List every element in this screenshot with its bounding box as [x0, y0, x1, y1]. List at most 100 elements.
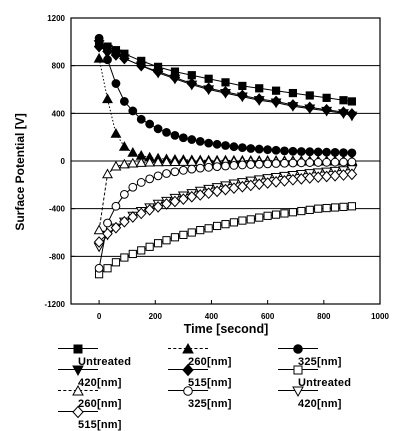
data-point	[229, 142, 239, 152]
data-point	[177, 156, 189, 166]
data-point	[305, 205, 314, 214]
data-point	[182, 363, 194, 377]
data-point	[287, 173, 299, 186]
y-tick-label: -400	[49, 205, 66, 214]
legend-marker	[73, 344, 83, 354]
legend-marker	[72, 384, 84, 396]
data-point	[110, 127, 122, 138]
data-point	[136, 114, 146, 124]
data-point	[322, 157, 332, 167]
data-point	[169, 156, 181, 167]
data-point	[102, 45, 113, 58]
data-point	[187, 228, 196, 237]
data-point	[339, 96, 348, 105]
data-point	[187, 135, 197, 144]
data-point	[137, 246, 146, 255]
data-point	[161, 156, 172, 167]
data-point	[93, 40, 105, 53]
data-point	[237, 143, 247, 153]
x-tick-label: 0	[97, 312, 102, 321]
x-tick-label: 200	[149, 312, 163, 321]
y-axis-label: Surface Potential [V]	[13, 113, 27, 230]
data-point	[111, 258, 121, 267]
data-point	[305, 158, 315, 167]
data-point	[296, 173, 307, 185]
x-axis-label: Time [second]	[184, 322, 269, 336]
legend-label: 325[nm]	[188, 398, 232, 410]
data-point	[245, 179, 257, 192]
data-point	[322, 93, 331, 102]
data-point	[339, 148, 348, 158]
data-point	[221, 220, 230, 229]
data-point	[178, 193, 189, 205]
data-point	[102, 93, 113, 104]
legend-label: 420[nm]	[78, 377, 122, 389]
data-point	[153, 239, 163, 248]
legend-marker	[182, 342, 194, 354]
data-point	[94, 263, 104, 273]
data-point	[330, 157, 340, 167]
data-point	[338, 106, 349, 118]
data-point	[280, 146, 289, 156]
data-point	[347, 157, 357, 167]
data-point	[271, 159, 281, 168]
data-point	[119, 52, 130, 65]
data-point	[135, 59, 147, 72]
data-point	[270, 95, 282, 108]
data-point	[280, 209, 289, 218]
data-point	[292, 386, 304, 398]
data-point	[237, 160, 247, 170]
data-point	[253, 178, 265, 191]
data-point	[144, 156, 156, 167]
y-tick-label: 0	[61, 157, 66, 166]
data-point	[127, 211, 139, 223]
data-point	[93, 236, 105, 248]
data-point	[347, 202, 357, 211]
data-point	[338, 169, 349, 181]
y-tick-label: -1200	[45, 300, 66, 309]
data-point	[288, 208, 298, 217]
x-tick-label: 400	[205, 312, 219, 321]
data-point	[246, 160, 256, 169]
data-point	[93, 52, 105, 63]
data-point	[169, 71, 181, 84]
data-point	[293, 365, 303, 375]
data-point	[204, 224, 213, 233]
data-point	[228, 182, 240, 195]
data-point	[279, 175, 290, 187]
data-point	[161, 198, 172, 210]
series-5	[94, 202, 357, 279]
data-point	[135, 157, 147, 167]
data-point	[170, 167, 180, 177]
x-tick-label: 800	[317, 312, 331, 321]
data-point	[296, 158, 306, 168]
legend-label: 420[nm]	[298, 398, 342, 410]
data-point	[169, 195, 181, 208]
data-point	[211, 185, 223, 198]
data-point	[186, 77, 198, 90]
data-point	[204, 74, 213, 83]
data-point	[162, 236, 171, 245]
data-point	[313, 158, 323, 167]
y-tick-label: 1200	[47, 14, 65, 23]
legend-label: Untreated	[298, 377, 352, 389]
data-point	[182, 342, 194, 354]
data-point	[346, 108, 358, 120]
data-point	[127, 147, 139, 157]
legend-marker	[292, 386, 304, 398]
data-point	[330, 148, 340, 157]
data-point	[212, 139, 222, 149]
data-point	[153, 124, 163, 134]
data-point	[72, 365, 84, 377]
data-point	[229, 218, 239, 227]
y-tick-label: 800	[52, 62, 66, 71]
data-point	[296, 147, 306, 156]
data-point	[127, 157, 139, 168]
legend-marker	[293, 365, 303, 375]
data-point	[221, 161, 230, 171]
series-line	[98, 160, 352, 231]
data-point	[329, 169, 341, 182]
data-point	[152, 65, 164, 78]
data-point	[339, 157, 348, 167]
data-point	[119, 215, 130, 228]
